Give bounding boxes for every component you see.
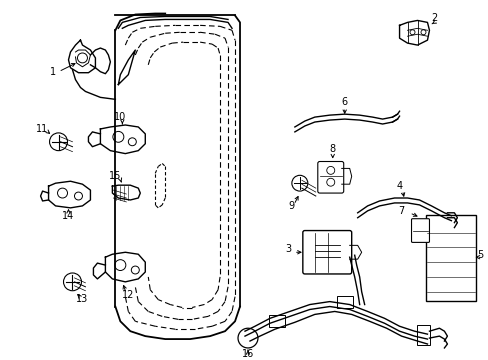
FancyBboxPatch shape	[416, 325, 429, 345]
Text: 15: 15	[109, 171, 122, 181]
FancyBboxPatch shape	[411, 219, 428, 242]
Text: 11: 11	[37, 124, 49, 134]
Text: 4: 4	[396, 181, 402, 191]
FancyBboxPatch shape	[426, 215, 475, 301]
FancyBboxPatch shape	[268, 315, 285, 327]
Text: 16: 16	[242, 349, 254, 359]
Text: 5: 5	[476, 250, 483, 260]
FancyBboxPatch shape	[317, 162, 343, 193]
Text: 12: 12	[122, 290, 134, 300]
Text: 14: 14	[62, 211, 75, 221]
Text: 2: 2	[430, 13, 437, 23]
Text: 6: 6	[341, 97, 347, 107]
Text: 1: 1	[49, 67, 56, 77]
FancyBboxPatch shape	[336, 296, 352, 307]
Text: 3: 3	[284, 244, 290, 254]
Text: 10: 10	[114, 112, 126, 122]
Text: 9: 9	[288, 201, 294, 211]
Text: 7: 7	[398, 206, 404, 216]
FancyBboxPatch shape	[302, 230, 351, 274]
Text: 13: 13	[76, 294, 88, 303]
Text: 8: 8	[329, 144, 335, 154]
